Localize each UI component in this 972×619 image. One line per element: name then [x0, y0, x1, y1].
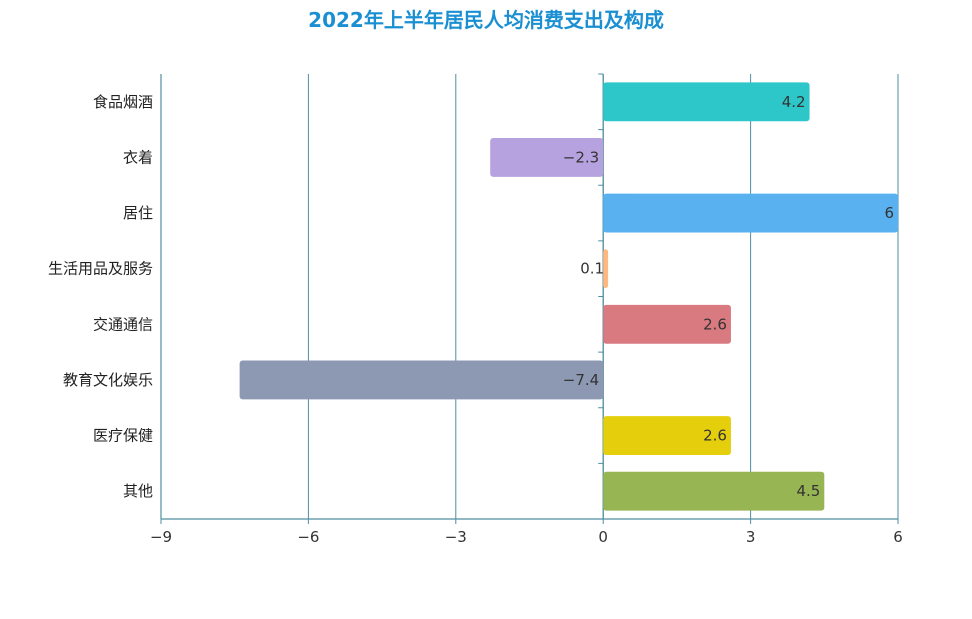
x-tick-label: 0: [598, 528, 608, 546]
x-tick-label: 6: [893, 528, 903, 546]
data-label: 4.2: [782, 93, 806, 111]
data-label: 6: [884, 204, 894, 222]
data-label: −2.3: [563, 148, 599, 166]
category-label: 生活用品及服务: [48, 260, 153, 278]
bar: [603, 304, 731, 344]
bar: [603, 193, 898, 233]
data-label: 2.6: [703, 427, 727, 445]
category-label: 其他: [123, 482, 153, 500]
bar: [490, 137, 604, 177]
bar: [603, 82, 810, 122]
x-tick-label: −9: [150, 528, 172, 546]
data-label: 0.1: [580, 260, 604, 278]
category-label: 交通通信: [93, 315, 153, 333]
category-label: 食品烟酒: [93, 93, 153, 111]
data-label: 2.6: [703, 315, 727, 333]
category-label: 医疗保健: [93, 427, 153, 445]
category-label: 教育文化娱乐: [63, 371, 153, 389]
data-label: 4.5: [796, 482, 820, 500]
bar: [603, 249, 609, 289]
data-label: −7.4: [563, 371, 599, 389]
category-label: 居住: [123, 204, 153, 222]
bar: [603, 471, 825, 511]
x-tick-label: −3: [445, 528, 467, 546]
bar: [239, 360, 604, 400]
x-tick-label: 3: [746, 528, 756, 546]
chart-title: 2022年上半年居民人均消费支出及构成: [308, 8, 664, 32]
bar: [603, 416, 731, 456]
x-tick-label: −6: [297, 528, 319, 546]
category-label: 衣着: [123, 148, 153, 166]
